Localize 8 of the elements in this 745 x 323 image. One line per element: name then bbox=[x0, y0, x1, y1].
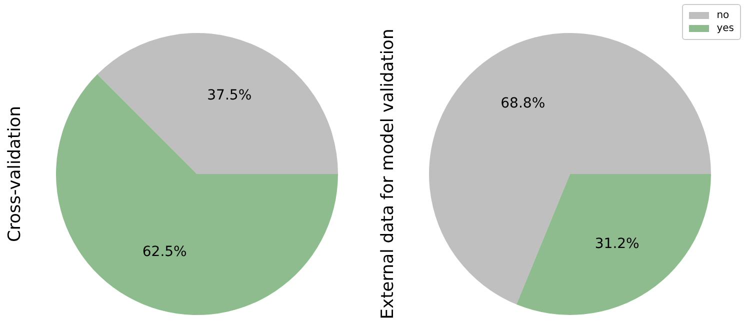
data-label: 31.2% bbox=[594, 236, 640, 252]
text: Cross-validation bbox=[5, 106, 25, 242]
data-label: 37.5% bbox=[207, 87, 252, 104]
data-label: 62.5% bbox=[142, 244, 187, 260]
legend-label: yes bbox=[716, 23, 734, 34]
legend-label: no bbox=[716, 10, 730, 21]
text: External data for model validation bbox=[378, 28, 398, 320]
data-label: 68.8% bbox=[500, 95, 546, 112]
